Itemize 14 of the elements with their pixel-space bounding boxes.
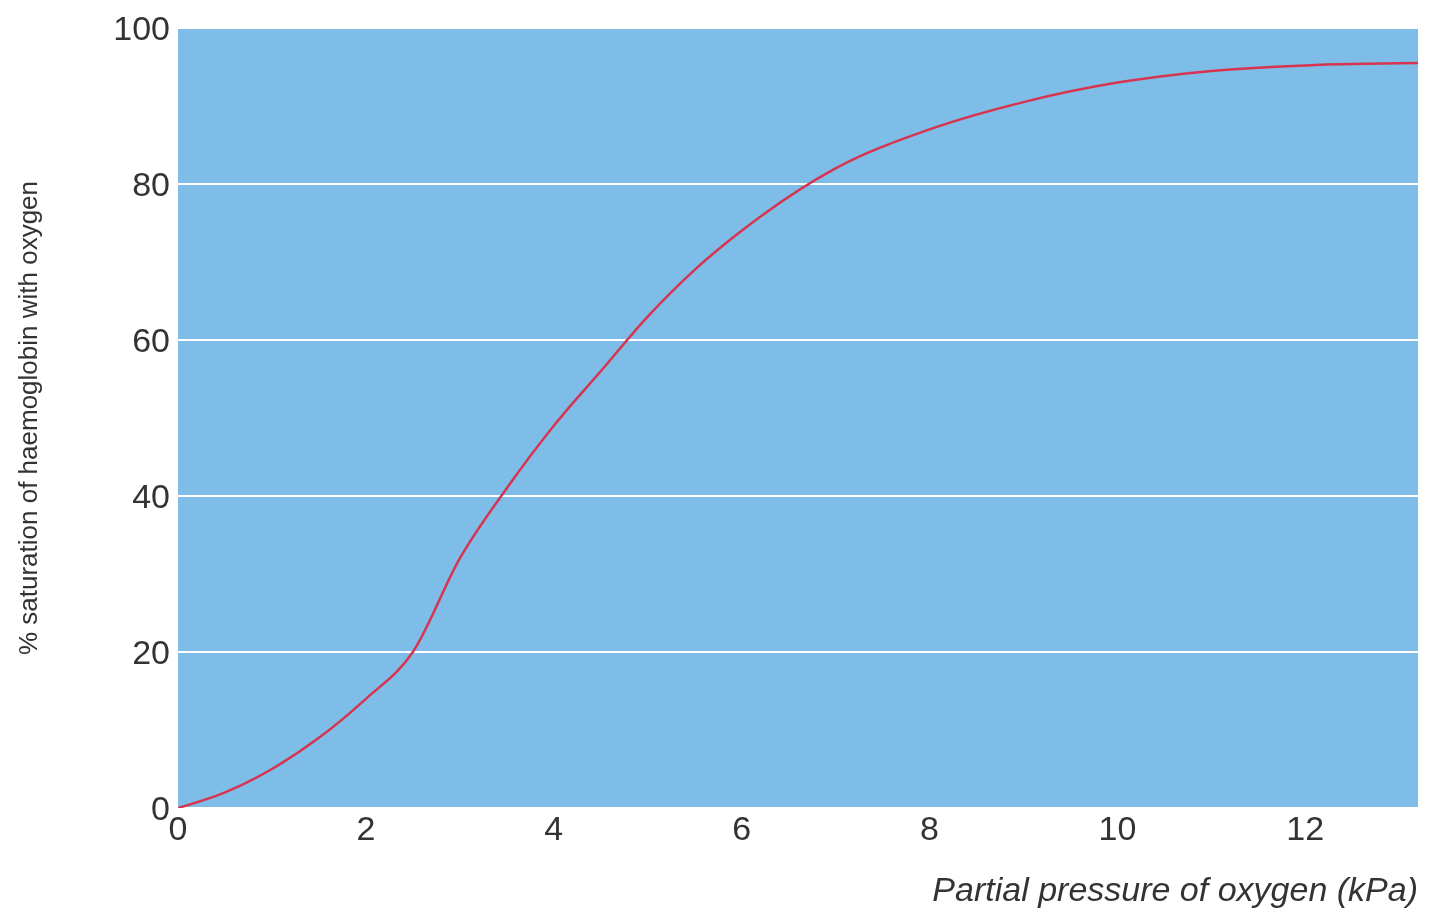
x-tick-label: 2 (356, 809, 376, 848)
x-tick-label: 12 (1286, 809, 1325, 848)
x-tick-label: 8 (920, 809, 939, 848)
x-tick-label: 4 (544, 809, 564, 848)
y-tick-label: 100 (113, 9, 170, 48)
y-tick-label: 20 (132, 633, 170, 672)
line-series (178, 61, 1418, 808)
y-axis-title: % saturation of haemoglobin with oxygen (13, 180, 44, 656)
y-tick-label: 60 (132, 321, 170, 360)
x-tick-label: 10 (1098, 809, 1137, 848)
y-tick-label: 40 (132, 477, 170, 516)
y-tick-label: 80 (132, 165, 170, 204)
x-tick-label: 6 (732, 809, 752, 848)
x-axis-title: Partial pressure of oxygen (kPa) (932, 870, 1418, 909)
